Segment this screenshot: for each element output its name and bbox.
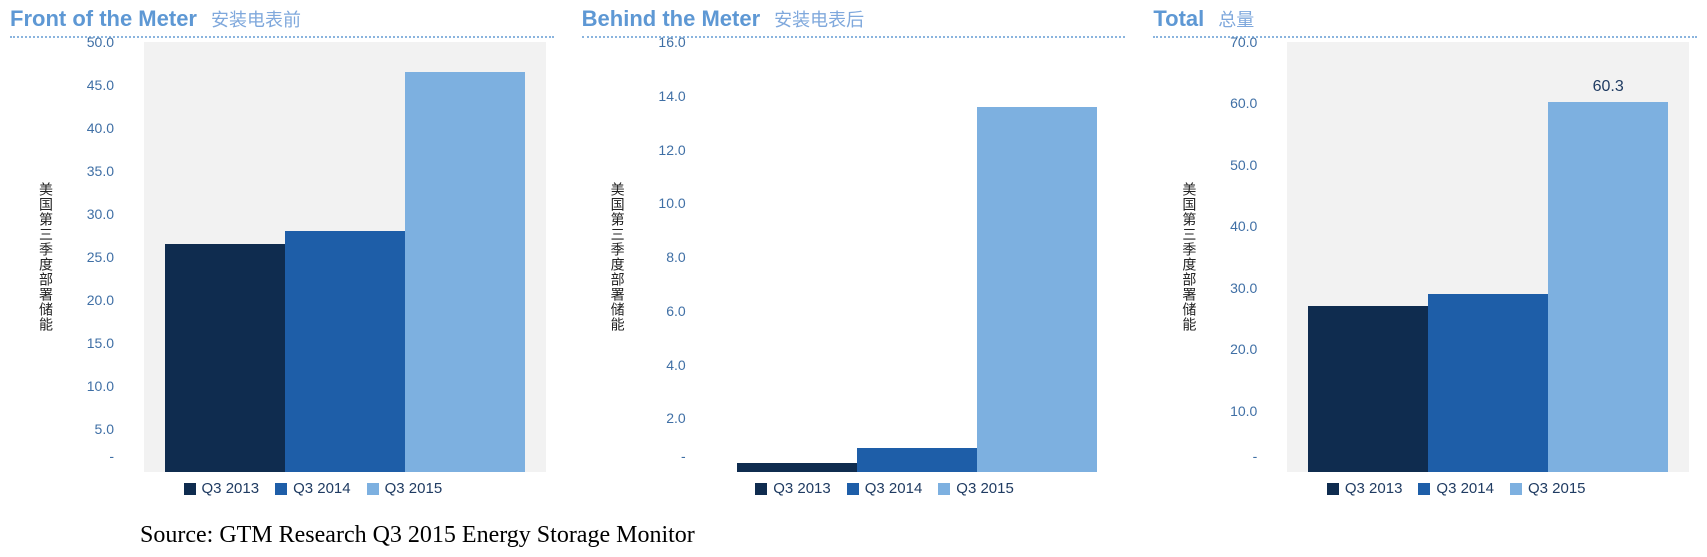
legend: Q3 2013 Q3 2014 Q3 2015	[582, 472, 1126, 497]
bar: 60.3	[1548, 102, 1668, 472]
chart-panel: Front of the Meter 安装电表前 Q3 U.S. Energy St…	[10, 6, 554, 497]
legend-label: Q3 2013	[1345, 480, 1403, 497]
bar	[1308, 306, 1428, 472]
y-tick-label: 30.0	[1230, 280, 1257, 296]
legend-label: Q3 2013	[202, 480, 260, 497]
legend-swatch	[1510, 483, 1522, 495]
y-tick-label: 2.0	[666, 410, 685, 426]
legend-item: Q3 2014	[847, 480, 923, 497]
plot-region: 60.3	[1257, 42, 1697, 472]
legend-item: Q3 2013	[184, 480, 260, 497]
panel-title-en: Front of the Meter	[10, 6, 197, 32]
legend-item: Q3 2014	[275, 480, 351, 497]
legend-swatch	[1418, 483, 1430, 495]
chart-area: Q3 U.S. Energy Storage Deployments (MW)美…	[10, 42, 554, 472]
y-tick-label: 16.0	[658, 34, 685, 50]
y-tick-label: 45.0	[87, 77, 114, 93]
y-tick-label: 50.0	[87, 34, 114, 50]
y-tick-label: 10.0	[1230, 403, 1257, 419]
bar	[857, 448, 977, 472]
y-tick-label: 60.0	[1230, 95, 1257, 111]
y-ticks: 50.045.040.035.030.025.020.015.010.05.0-	[68, 42, 114, 472]
legend-label: Q3 2014	[1436, 480, 1494, 497]
legend-swatch	[755, 483, 767, 495]
legend-swatch	[367, 483, 379, 495]
panel-title-zh: 安装电表后	[774, 6, 864, 32]
y-tick-label: 8.0	[666, 249, 685, 265]
y-tick-label: 35.0	[87, 163, 114, 179]
bars-group	[716, 42, 1118, 472]
bars-group	[144, 42, 546, 472]
panels-row: Front of the Meter 安装电表前 Q3 U.S. Energy St…	[0, 0, 1707, 497]
y-tick-label: 70.0	[1230, 34, 1257, 50]
panel-title-en: Behind the Meter	[582, 6, 760, 32]
bars-group: 60.3	[1287, 42, 1689, 472]
legend-label: Q3 2014	[293, 480, 351, 497]
bar	[285, 231, 405, 472]
y-tick-label: 14.0	[658, 88, 685, 104]
y-tick-label: 25.0	[87, 249, 114, 265]
y-tick-label: 5.0	[95, 421, 114, 437]
plot-region	[114, 42, 554, 472]
y-ticks: 16.014.012.010.08.06.04.02.0-	[640, 42, 686, 472]
legend-label: Q3 2013	[773, 480, 831, 497]
plot-region	[686, 42, 1126, 472]
legend-swatch	[847, 483, 859, 495]
y-tick-label: 30.0	[87, 206, 114, 222]
legend-swatch	[1327, 483, 1339, 495]
legend-label: Q3 2015	[385, 480, 443, 497]
bar	[1428, 294, 1548, 472]
chart-panel: Behind the Meter 安装电表后 Q3 U.S. Energy Stor…	[582, 6, 1126, 497]
legend-swatch	[184, 483, 196, 495]
y-tick-label: 50.0	[1230, 157, 1257, 173]
legend-swatch	[275, 483, 287, 495]
y-tick-label: 20.0	[87, 292, 114, 308]
bar-value-label: 60.3	[1593, 78, 1624, 96]
legend-label: Q3 2015	[1528, 480, 1586, 497]
y-tick-label: 12.0	[658, 142, 685, 158]
y-tick-label: 20.0	[1230, 341, 1257, 357]
legend: Q3 2013 Q3 2014 Q3 2015	[10, 472, 554, 497]
bar	[405, 72, 525, 472]
chart-panel: Total 总量 Q3 U.S. Energy Storage Deployment…	[1153, 6, 1697, 497]
panel-title-zh: 总量	[1218, 6, 1254, 32]
legend-label: Q3 2014	[865, 480, 923, 497]
y-tick-label: 40.0	[87, 120, 114, 136]
legend-item: Q3 2013	[1327, 480, 1403, 497]
y-axis-label-zh: 美国第三季度部署储能	[1179, 182, 1199, 332]
y-ticks: 70.060.050.040.030.020.010.0-	[1211, 42, 1257, 472]
legend-swatch	[938, 483, 950, 495]
panel-title-en: Total	[1153, 6, 1204, 32]
source-citation: Source: GTM Research Q3 2015 Energy Stor…	[140, 522, 695, 549]
y-tick-label: 10.0	[658, 195, 685, 211]
bar	[737, 463, 857, 472]
y-tick-label: 15.0	[87, 335, 114, 351]
bar	[165, 244, 285, 472]
y-axis-label-zh: 美国第三季度部署储能	[36, 182, 56, 332]
chart-area: Q3 U.S. Energy Storage Deployments (MW)美…	[582, 42, 1126, 472]
legend: Q3 2013 Q3 2014 Q3 2015	[1153, 472, 1697, 497]
y-tick-label: 10.0	[87, 378, 114, 394]
legend-item: Q3 2015	[367, 480, 443, 497]
legend-item: Q3 2015	[938, 480, 1014, 497]
y-tick-label: 4.0	[666, 357, 685, 373]
chart-area: Q3 U.S. Energy Storage Deployments (MW)美…	[1153, 42, 1697, 472]
bar	[977, 107, 1097, 473]
y-tick-label: 40.0	[1230, 218, 1257, 234]
y-axis-label-zh: 美国第三季度部署储能	[608, 182, 628, 332]
panel-title-zh: 安装电表前	[211, 6, 301, 32]
legend-item: Q3 2014	[1418, 480, 1494, 497]
legend-label: Q3 2015	[956, 480, 1014, 497]
legend-item: Q3 2013	[755, 480, 831, 497]
y-tick-label: 6.0	[666, 303, 685, 319]
legend-item: Q3 2015	[1510, 480, 1586, 497]
